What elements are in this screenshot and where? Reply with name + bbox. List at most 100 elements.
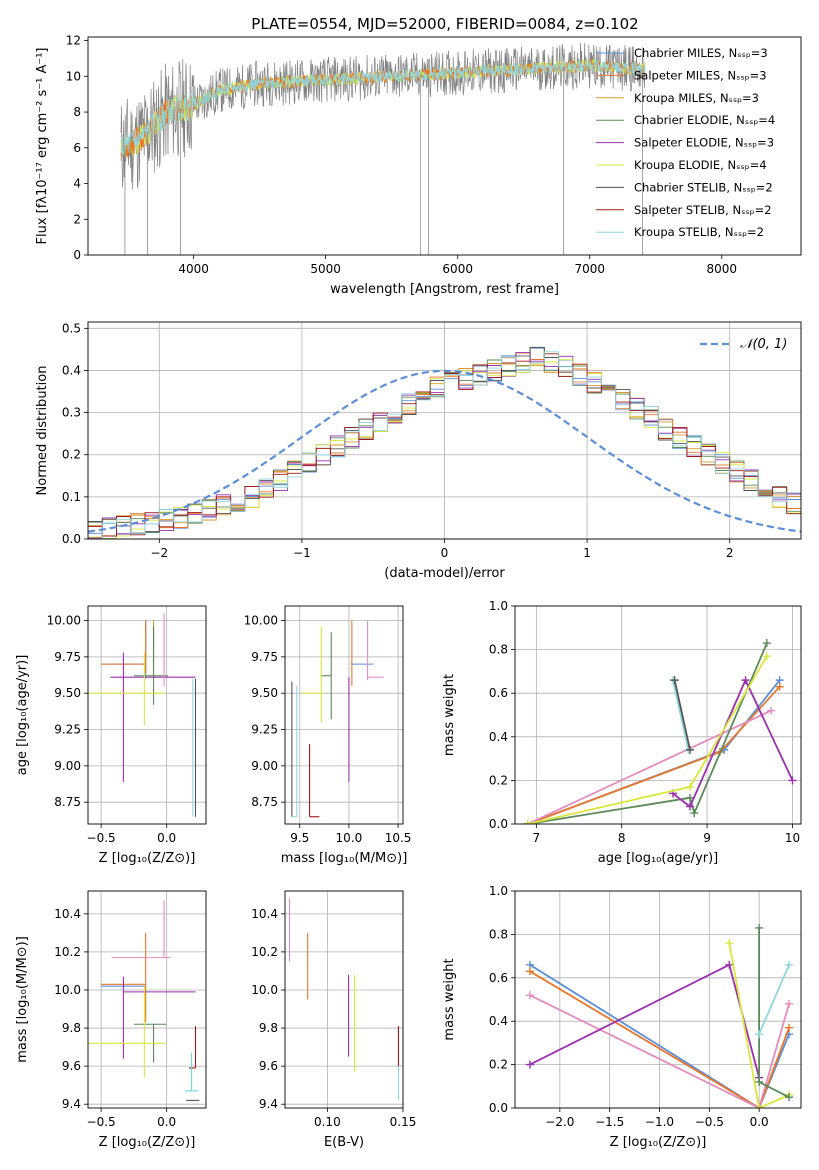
normal-curve (88, 369, 801, 533)
y-tick-label: 1.0 (489, 599, 508, 613)
chart-mass-vs-Z: −0.5 0.0 9.4 9.6 9.8 10.0 10.2 10.4 Z [log₁₀(Z/Z… (15, 890, 207, 1150)
y-tick-label: 0.0 (489, 1101, 508, 1115)
legend-entry: Salpeter ELODIE, Nₛₛₚ=3 (634, 136, 774, 150)
legend-entry: Salpeter STELIB, Nₛₛₚ=2 (634, 203, 772, 217)
x-tick-label: −0.5 (87, 1115, 116, 1129)
plot-area (88, 613, 197, 817)
y-tick-label: 10.2 (251, 945, 278, 959)
y-tick-label: 6 (73, 141, 81, 155)
series-marker (788, 776, 797, 785)
x-tick-label: 1 (583, 546, 591, 560)
series-marker (686, 745, 695, 754)
x-tick-label: 6000 (442, 262, 473, 276)
axes-frame (87, 321, 802, 540)
y-tick-label: 0.6 (489, 971, 508, 985)
axes-frame (514, 890, 802, 1109)
y-tick-label: 9.8 (62, 1021, 81, 1035)
series-marker (762, 652, 771, 661)
y-tick-label: 10.2 (54, 945, 81, 959)
y-tick-label: 0.4 (62, 363, 81, 377)
series-line (529, 970, 790, 1108)
series-line (728, 942, 790, 1108)
y-tick-label: 0.2 (489, 773, 508, 787)
y-tick-label: 0.4 (489, 1014, 508, 1028)
y-tick-label: 9.6 (259, 1059, 278, 1073)
y-tick-label: 0.5 (62, 321, 81, 335)
x-tick-label: 10.0 (336, 831, 363, 845)
plot-area (523, 639, 797, 824)
legend-entry: Chabrier ELODIE, Nₛₛₚ=4 (634, 113, 775, 127)
legend-entry: 𝒩(0, 1) (740, 337, 787, 352)
y-tick-label: 9.6 (62, 1059, 81, 1073)
x-tick-label: 10.5 (385, 831, 412, 845)
series-line (527, 642, 768, 824)
x-tick-label: 10 (785, 831, 800, 845)
series-line (529, 964, 790, 1108)
y-tick-label: 9.50 (54, 686, 81, 700)
chart-age-vs-mass: 9.5 10.0 10.5 8.75 9.00 9.25 9.50 9.75 10.00 mass… (244, 605, 412, 866)
legend-entry: Kroupa ELODIE, Nₛₛₚ=4 (634, 158, 767, 172)
axes-frame (284, 890, 404, 1109)
y-tick-label: 10.00 (47, 614, 81, 628)
plot-area (288, 898, 400, 1101)
y-tick-label: 9.50 (251, 686, 278, 700)
y-tick-label: 9.25 (54, 723, 81, 737)
series-line (529, 994, 790, 1108)
axes-frame (87, 36, 802, 256)
x-tick-label: 5000 (310, 262, 341, 276)
legend-entry: Kroupa MILES, Nₛₛₚ=3 (634, 91, 759, 105)
y-tick-label: 9.00 (54, 759, 81, 773)
y-tick-label: 0.3 (62, 406, 81, 420)
y-tick-label: 0.2 (489, 1058, 508, 1072)
series-marker (775, 682, 784, 691)
x-tick-label: 4000 (178, 262, 209, 276)
x-tick-label: −2 (150, 546, 168, 560)
x-tick-label: 0.0 (157, 831, 176, 845)
x-tick-label: 9 (703, 831, 711, 845)
x-tick-label: 0 (441, 546, 449, 560)
series-marker (686, 782, 695, 791)
x-tick-label: 7000 (574, 262, 605, 276)
plot-area (525, 923, 794, 1108)
x-axis-label: age [log₁₀(age/yr)] (598, 851, 719, 866)
y-tick-label: 0 (73, 248, 81, 262)
x-tick-label: 9.5 (290, 831, 309, 845)
series-marker (785, 999, 794, 1008)
y-tick-label: 4 (73, 177, 81, 191)
y-tick-label: 9.00 (251, 759, 278, 773)
histogram-step (88, 347, 801, 535)
x-axis-label: wavelength [Angstrom, rest frame] (330, 282, 559, 297)
y-tick-label: 10.0 (251, 983, 278, 997)
data-spectrum-line (120, 42, 646, 190)
series-marker (686, 793, 695, 802)
y-tick-label: 0.1 (62, 490, 81, 504)
series-marker (670, 676, 679, 685)
histogram-step (88, 363, 801, 526)
axes-frame (87, 890, 207, 1109)
series-marker (755, 923, 764, 932)
y-tick-label: 9.8 (259, 1021, 278, 1035)
plot-area (88, 900, 200, 1101)
series-marker (762, 639, 771, 648)
plot-area (120, 42, 646, 255)
y-axis-label: mass [log₁₀(M/M⊙)] (15, 936, 30, 1063)
series-line (527, 709, 772, 824)
y-tick-label: 9.25 (251, 723, 278, 737)
x-tick-label: −0.5 (87, 831, 116, 845)
chart-age-vs-Z: −0.5 0.0 8.75 9.00 9.25 9.50 9.75 10.00 Z [log₁₀… (15, 605, 207, 866)
x-tick-label: 7 (533, 831, 541, 845)
y-tick-label: 9.4 (259, 1097, 278, 1111)
y-tick-label: 0.8 (489, 643, 508, 657)
y-tick-label: 0.0 (489, 817, 508, 831)
y-tick-label: 0.2 (62, 448, 81, 462)
x-tick-label: 0.0 (157, 1115, 176, 1129)
chart-mass-vs-EBV: 0.10 0.15 9.4 9.6 9.8 10.0 10.2 10.4 E(B-V) (251, 890, 416, 1150)
series-marker (767, 706, 776, 715)
x-tick-label: 8000 (707, 262, 738, 276)
axes-frame (284, 605, 404, 825)
plot-area (88, 346, 801, 539)
series-marker (785, 1093, 794, 1102)
series-marker (525, 967, 534, 976)
x-axis-label: Z [log₁₀(Z/Z⊙)] (99, 851, 196, 866)
